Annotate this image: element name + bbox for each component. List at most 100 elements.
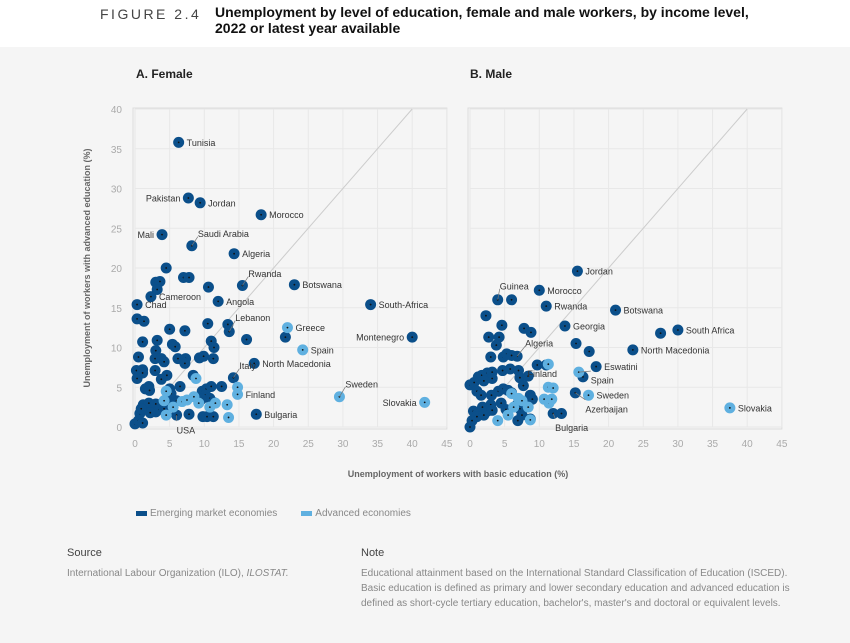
- reference-line-y-equals-x: [134, 108, 413, 428]
- data-point-center: [174, 345, 177, 348]
- x-tick-label: 30: [337, 439, 349, 450]
- data-point-center: [210, 385, 213, 388]
- figure-number: FIGURE 2.4: [100, 6, 202, 22]
- point-label: Finland: [528, 369, 558, 379]
- data-point-center: [159, 280, 161, 283]
- leader-line: [191, 236, 199, 246]
- x-tick-label: 15: [233, 439, 245, 450]
- point-label: Bulgaria: [555, 423, 588, 433]
- data-point-center: [172, 406, 175, 409]
- data-point-center: [165, 390, 168, 393]
- data-point-center: [154, 357, 156, 360]
- data-point-center: [213, 346, 215, 349]
- data-point-center: [614, 309, 617, 312]
- point-label: Slovakia: [738, 403, 772, 413]
- point-label: North Macedonia: [262, 359, 331, 369]
- data-point-center: [481, 406, 484, 409]
- point-label: Algeria: [525, 339, 553, 349]
- scatter-charts: A. Female 0 5 10 15 20 25 30 35 40 45 0 5 10 15 20 25 30 3…: [82, 67, 788, 479]
- y-tick-label: 10: [111, 344, 123, 355]
- data-point-center: [471, 419, 473, 422]
- data-point-center: [587, 394, 590, 397]
- data-point-center: [163, 407, 166, 410]
- leader-line: [575, 392, 586, 401]
- data-point-center: [214, 402, 217, 405]
- point-label: Jordan: [585, 267, 613, 277]
- data-point-center: [527, 375, 530, 378]
- x-tick-label: 20: [603, 439, 615, 450]
- data-point-center: [496, 419, 499, 422]
- data-point-center: [490, 394, 493, 397]
- data-point-center: [206, 415, 208, 418]
- leader-line: [339, 386, 346, 397]
- source-text: International Labour Organization (ILO),…: [67, 566, 289, 581]
- data-point-center: [518, 376, 521, 379]
- data-point-center: [143, 320, 145, 323]
- y-tick-label: 15: [111, 304, 123, 315]
- data-point-center: [197, 402, 200, 405]
- data-point-center: [545, 305, 548, 308]
- data-point-center: [236, 393, 239, 396]
- data-point-center: [469, 426, 471, 428]
- point-label: Tunisia: [187, 138, 216, 148]
- note-heading: Note: [361, 547, 385, 559]
- data-point-center: [183, 329, 186, 332]
- data-point-center: [521, 414, 523, 416]
- figure-title: Unemployment by level of education, fema…: [215, 4, 749, 36]
- data-point-center: [161, 233, 163, 236]
- data-point-center: [495, 344, 498, 347]
- data-point-center: [491, 377, 494, 380]
- data-point-center: [516, 419, 519, 422]
- point-label: Algeria: [242, 249, 270, 259]
- data-point-center: [482, 414, 485, 416]
- data-point-center: [293, 283, 296, 286]
- data-point-center: [500, 402, 503, 405]
- point-label: Sweden: [345, 379, 378, 389]
- data-point-center: [212, 357, 215, 360]
- panel-title: B. Male: [470, 67, 512, 81]
- x-tick-label: 45: [441, 439, 453, 450]
- y-tick-label: 35: [111, 145, 123, 156]
- x-axis-label: Unemployment of workers with basic educa…: [348, 469, 569, 479]
- data-point-center: [179, 385, 181, 388]
- data-point-center: [527, 406, 530, 409]
- data-point-center: [210, 340, 213, 343]
- leader-line: [578, 370, 591, 373]
- data-point-center: [501, 369, 504, 372]
- data-point-center: [631, 348, 634, 351]
- data-point-center: [538, 289, 541, 292]
- data-point-center: [141, 372, 144, 374]
- point-label: Azerbaijan: [585, 404, 628, 414]
- data-point-center: [236, 386, 239, 389]
- data-point-center: [226, 403, 229, 406]
- data-point-center: [482, 379, 485, 382]
- data-point-center: [522, 384, 525, 387]
- x-tick-label: 35: [707, 439, 719, 450]
- y-tick-label: 25: [111, 224, 123, 235]
- figure-header: FIGURE 2.4 Unemployment by level of educ…: [0, 0, 850, 47]
- data-point-center: [255, 413, 258, 416]
- data-point-center: [188, 413, 190, 416]
- point-label: Bulgaria: [264, 410, 297, 420]
- data-point-center: [165, 414, 168, 416]
- data-point-center: [168, 328, 171, 331]
- data-point-center: [187, 197, 190, 199]
- data-point-center: [206, 322, 209, 325]
- data-point-center: [480, 394, 482, 397]
- data-point-center: [509, 368, 512, 370]
- data-point-center: [154, 369, 156, 372]
- data-point-center: [177, 357, 179, 360]
- data-point-center: [476, 415, 478, 418]
- data-point-center: [245, 338, 248, 341]
- data-point-center: [547, 363, 550, 366]
- point-label: South-Africa: [379, 300, 429, 310]
- point-label: Finland: [246, 390, 276, 400]
- point-label: Spain: [591, 376, 614, 386]
- point-label: Lebanon: [235, 313, 270, 323]
- data-point-center: [518, 407, 521, 410]
- leader-line: [516, 346, 526, 357]
- point-label: Sweden: [597, 391, 630, 401]
- data-point-center: [202, 355, 205, 358]
- y-tick-label: 30: [111, 185, 123, 196]
- legend-item-emerging: Emerging market economies: [136, 508, 277, 519]
